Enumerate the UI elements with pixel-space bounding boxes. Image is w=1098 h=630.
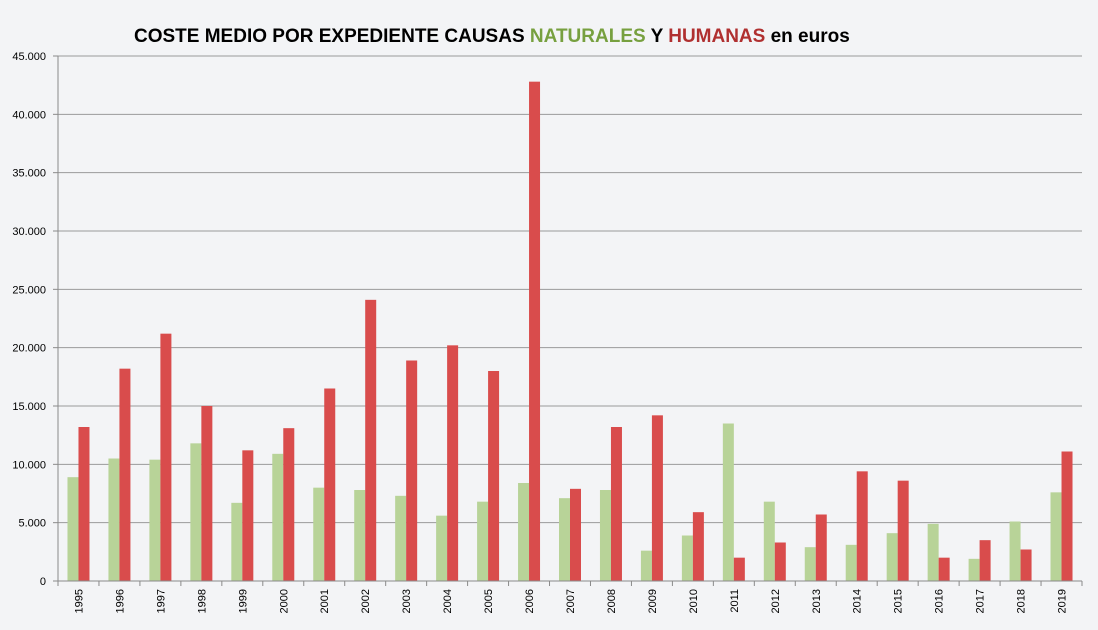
bar-humanas-2016 bbox=[938, 557, 950, 581]
y-tick-label: 10.000 bbox=[12, 459, 46, 471]
bar-naturales-1999 bbox=[231, 502, 243, 581]
bar-humanas-2012 bbox=[774, 542, 786, 581]
bar-naturales-1998 bbox=[190, 443, 202, 581]
bar-humanas-2013 bbox=[815, 514, 827, 581]
bar-humanas-2003 bbox=[406, 360, 418, 581]
bar-humanas-2017 bbox=[979, 540, 991, 581]
bar-humanas-2005 bbox=[488, 371, 500, 581]
bar-humanas-1998 bbox=[201, 406, 213, 581]
title-part-coste: COSTE MEDIO POR EXPEDIENTE CAUSAS bbox=[134, 26, 530, 47]
bar-naturales-2016 bbox=[927, 523, 939, 581]
bar-naturales-2010 bbox=[681, 535, 693, 581]
x-tick-label: 2003 bbox=[401, 589, 413, 613]
bar-naturales-2007 bbox=[559, 498, 570, 581]
bar-humanas-2010 bbox=[692, 512, 704, 581]
x-tick-labels: 1995 1996 1997 1998 1999 2000 2001 2002 2003 2004… bbox=[73, 589, 1068, 613]
bar-naturales-2002 bbox=[354, 490, 366, 581]
bar-humanas-2011 bbox=[733, 557, 745, 581]
x-tick-label: 2018 bbox=[1016, 589, 1028, 613]
x-tick-label: 2007 bbox=[565, 589, 577, 613]
bar-humanas-2008 bbox=[610, 427, 622, 581]
x-tick-label: 2012 bbox=[770, 589, 782, 613]
x-tick-label: 2009 bbox=[647, 589, 659, 613]
x-tick-label: 2002 bbox=[360, 589, 372, 613]
y-tick-label: 40.000 bbox=[12, 109, 46, 121]
x-tick-label: 2000 bbox=[278, 589, 290, 613]
x-tick-label: 2016 bbox=[934, 589, 946, 613]
bar-naturales-2019 bbox=[1050, 492, 1062, 581]
x-tick-label: 2015 bbox=[893, 589, 905, 613]
y-tick-label: 35.000 bbox=[12, 168, 46, 180]
bar-naturales-2017 bbox=[968, 558, 980, 581]
title-part-naturales: NATURALES bbox=[530, 26, 646, 47]
bar-naturales-2015 bbox=[886, 533, 898, 581]
x-tick-label: 1995 bbox=[73, 589, 85, 613]
bar-humanas-1995 bbox=[78, 427, 90, 581]
y-tick-label: 0 bbox=[40, 576, 46, 588]
bar-humanas-2015 bbox=[897, 480, 909, 581]
bar-humanas-2004 bbox=[447, 345, 459, 581]
y-tick-label: 5.000 bbox=[18, 518, 46, 530]
bar-humanas-1996 bbox=[119, 368, 131, 581]
bar-naturales-2014 bbox=[845, 544, 857, 581]
x-tick-label: 1996 bbox=[114, 589, 126, 613]
y-tick-label: 15.000 bbox=[12, 401, 46, 413]
x-tick-label: 2008 bbox=[606, 589, 618, 613]
bar-naturales-2013 bbox=[804, 547, 816, 581]
bar-humanas-2014 bbox=[856, 471, 868, 581]
title-part-euros: en euros bbox=[765, 26, 849, 47]
x-tick-label: 2014 bbox=[852, 589, 864, 613]
bar-naturales-2011 bbox=[722, 423, 734, 581]
gridlines bbox=[58, 55, 1082, 524]
x-tick-label: 2019 bbox=[1057, 589, 1069, 613]
x-tick-label: 2011 bbox=[729, 589, 741, 613]
bar-humanas-2001 bbox=[324, 388, 336, 581]
bar-naturales-1997 bbox=[149, 459, 161, 581]
bars bbox=[67, 81, 1073, 582]
bar-humanas-2002 bbox=[365, 299, 377, 581]
x-tick-label: 2010 bbox=[688, 589, 700, 613]
x-tick-label: 2013 bbox=[811, 589, 823, 613]
x-tick-label: 1998 bbox=[196, 589, 208, 613]
bar-humanas-2007 bbox=[570, 488, 581, 581]
x-tick-label: 1999 bbox=[237, 589, 249, 613]
y-tick-label: 30.000 bbox=[12, 226, 46, 238]
bar-humanas-2000 bbox=[283, 428, 295, 581]
bar-naturales-2003 bbox=[395, 495, 407, 581]
x-tick-label: 2005 bbox=[483, 589, 495, 613]
bar-humanas-2006 bbox=[529, 81, 541, 582]
bar-naturales-2008 bbox=[599, 490, 611, 581]
bar-humanas-2018 bbox=[1020, 549, 1032, 581]
bar-humanas-2009 bbox=[651, 415, 663, 581]
title-part-humanas: HUMANAS bbox=[668, 26, 765, 47]
x-tick-label: 2006 bbox=[524, 589, 536, 613]
y-tick-label: 25.000 bbox=[12, 284, 46, 296]
axes bbox=[53, 55, 1083, 586]
bar-humanas-1997 bbox=[160, 333, 172, 581]
bar-naturales-2000 bbox=[272, 453, 284, 581]
bar-naturales-2001 bbox=[313, 487, 325, 581]
bar-naturales-1996 bbox=[108, 458, 120, 581]
bar-naturales-2009 bbox=[640, 550, 652, 581]
bar-humanas-2019 bbox=[1061, 451, 1073, 581]
y-tick-labels: 0 5.000 10.000 15.000 20.000 25.000 30.000 35.0… bbox=[12, 51, 46, 588]
x-tick-label: 2004 bbox=[442, 589, 454, 613]
bar-humanas-1999 bbox=[242, 450, 254, 581]
y-tick-label: 20.000 bbox=[12, 343, 46, 355]
x-tick-label: 1997 bbox=[155, 589, 167, 613]
title-part-y: Y bbox=[646, 26, 669, 47]
bar-naturales-2004 bbox=[436, 515, 448, 581]
x-tick-label: 2017 bbox=[975, 589, 987, 613]
bar-naturales-1995 bbox=[67, 477, 79, 581]
bar-naturales-2018 bbox=[1009, 521, 1021, 581]
chart-title: COSTE MEDIO POR EXPEDIENTE CAUSAS NATURA… bbox=[134, 26, 850, 47]
bar-naturales-2006 bbox=[518, 483, 530, 581]
y-tick-label: 45.000 bbox=[12, 51, 46, 63]
bar-naturales-2012 bbox=[763, 501, 775, 581]
bar-naturales-2005 bbox=[477, 501, 489, 581]
x-tick-label: 2001 bbox=[319, 589, 331, 613]
